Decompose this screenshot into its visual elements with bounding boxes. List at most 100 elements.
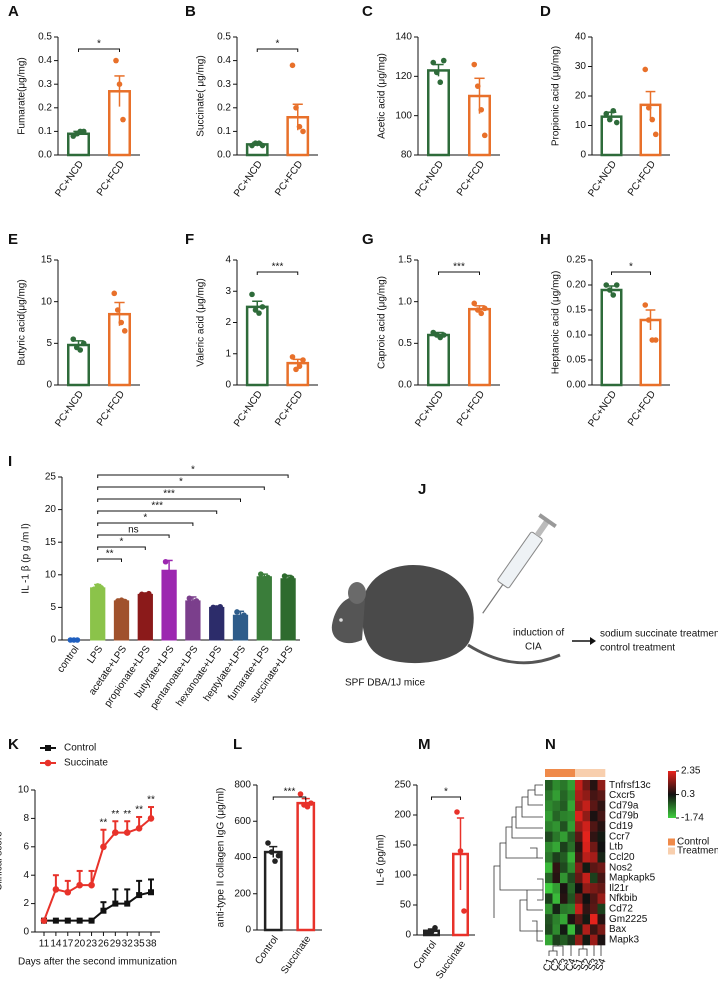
- row-label: Cd79a: [609, 800, 639, 811]
- x-tick-label: 20: [74, 939, 86, 950]
- colorbar-label: 2.35: [681, 766, 701, 777]
- significance-bracket: [611, 271, 651, 275]
- significance-bracket: [97, 486, 265, 490]
- heatmap-cell: [545, 934, 553, 946]
- significance-bracket: [97, 558, 122, 562]
- heatmap-cell: [597, 893, 606, 905]
- x-tick-label: 29: [110, 939, 122, 950]
- heatmap-cell: [582, 903, 591, 915]
- data-point: [296, 363, 303, 370]
- data-point: [296, 123, 303, 130]
- data-point: [474, 83, 481, 89]
- heatmap-cell: [597, 852, 606, 863]
- mouse-label: SPF DBA/1J mice: [345, 678, 425, 689]
- marker: [40, 917, 48, 924]
- heatmap-cell: [560, 841, 568, 853]
- heatmap-cell: [575, 800, 583, 812]
- group-legend-swatch: [668, 838, 675, 846]
- significance-label: ***: [284, 787, 296, 798]
- column-label: S4: [594, 957, 609, 973]
- data-point: [433, 69, 440, 76]
- data-point: [80, 340, 87, 347]
- heatmap-cell: [552, 934, 561, 946]
- y-axis-label: Propionic acid (μg/mg): [551, 46, 562, 146]
- significance-label: *: [191, 465, 195, 476]
- mouse-body: [361, 564, 474, 664]
- heatmap-cell: [590, 780, 598, 791]
- marker: [76, 917, 83, 924]
- y-axis-label: IL -1 β (p g /m l): [21, 523, 32, 593]
- heatmap-cell: [567, 893, 576, 905]
- heatmap-cell: [582, 924, 591, 935]
- data-point: [275, 852, 282, 859]
- column-label: C2: [549, 957, 564, 973]
- heatmap-cell: [560, 914, 568, 925]
- y-tick-label: 10: [575, 120, 587, 131]
- data-point: [440, 332, 447, 338]
- treatment-text: sodium succinate treatment: [600, 629, 718, 640]
- x-tick-label: 35: [134, 939, 146, 950]
- heatmap-cell: [567, 914, 576, 925]
- y-tick-label: 200: [394, 810, 411, 821]
- y-tick-label: 0.2: [38, 102, 52, 113]
- data-point: [121, 328, 128, 334]
- legend-label: Control: [64, 743, 96, 754]
- data-point: [122, 598, 128, 605]
- y-tick-label: 0.05: [567, 355, 587, 366]
- x-tick-label: PC+FCD: [626, 159, 658, 198]
- data-point: [471, 61, 478, 68]
- data-point: [193, 598, 200, 604]
- bar: [280, 578, 296, 641]
- y-axis-label: anti-type II collagen IgG (μg/ml): [216, 788, 227, 928]
- group-bar: [597, 769, 606, 777]
- bar: [427, 333, 450, 387]
- data-point: [652, 131, 659, 138]
- heatmap-cell: [552, 810, 561, 822]
- heatmap-cell: [552, 852, 561, 863]
- significance-bracket: [272, 796, 307, 800]
- heatmap-cell: [590, 790, 598, 801]
- bar: [185, 600, 201, 641]
- data-point: [606, 116, 613, 123]
- y-tick-label: 0.5: [38, 32, 52, 43]
- data-point: [293, 105, 299, 111]
- bar: [263, 850, 283, 932]
- panel-label: M: [418, 736, 431, 753]
- x-tick-label: 17: [62, 939, 74, 950]
- data-point: [80, 128, 87, 135]
- significance-bracket: [97, 510, 218, 514]
- heatmap-cell: [582, 790, 591, 801]
- heatmap-cell: [560, 780, 568, 791]
- significance-label: *: [143, 513, 147, 524]
- heatmap-cell: [597, 862, 606, 874]
- row-label: Ccl20: [609, 852, 635, 863]
- x-tick-label: control: [55, 644, 81, 675]
- mouse-tail: [467, 643, 561, 665]
- arrow-head: [590, 637, 596, 645]
- syringe: [482, 513, 557, 614]
- group-bar: [575, 769, 583, 777]
- data-point: [120, 116, 126, 123]
- y-tick-label: 10: [18, 785, 30, 796]
- panel-label: K: [8, 736, 19, 753]
- heatmap-cell: [590, 924, 598, 935]
- heatmap-cell: [567, 831, 576, 843]
- panel-label: H: [540, 231, 551, 248]
- heatmap-cell: [582, 862, 591, 874]
- marker: [136, 892, 143, 899]
- data-point: [217, 603, 223, 610]
- significance-label: *: [629, 262, 633, 273]
- panel-label: C: [362, 3, 373, 20]
- row-label: Cxcr5: [609, 790, 636, 801]
- marker: [88, 917, 95, 924]
- heatmap-cell: [552, 893, 561, 905]
- data-point: [478, 310, 485, 317]
- heatmap-cell: [590, 800, 598, 812]
- data-point: [603, 110, 610, 117]
- heatmap-cell: [590, 821, 598, 832]
- data-point: [481, 132, 488, 139]
- significance-label: **: [106, 549, 114, 560]
- marker: [64, 917, 71, 924]
- panel-label: E: [8, 231, 18, 248]
- group-bar: [590, 769, 598, 777]
